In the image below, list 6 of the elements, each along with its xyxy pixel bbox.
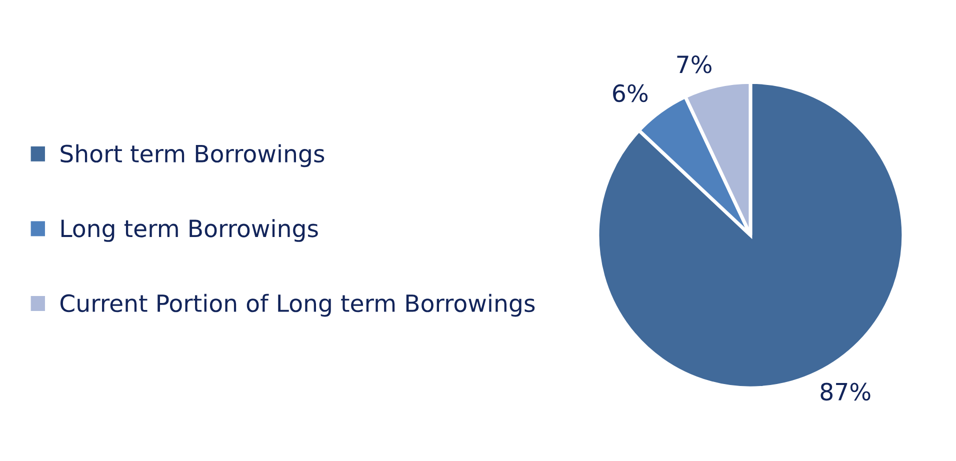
legend-label: Long term Borrowings <box>61 219 318 242</box>
data-label: 7% <box>677 55 712 74</box>
legend-label: Current Portion of Long term Borrowings <box>60 294 535 317</box>
data-label: 6% <box>613 84 648 102</box>
data-label: 87% <box>820 382 870 401</box>
legend-label: Short term Borrowings <box>60 144 324 168</box>
